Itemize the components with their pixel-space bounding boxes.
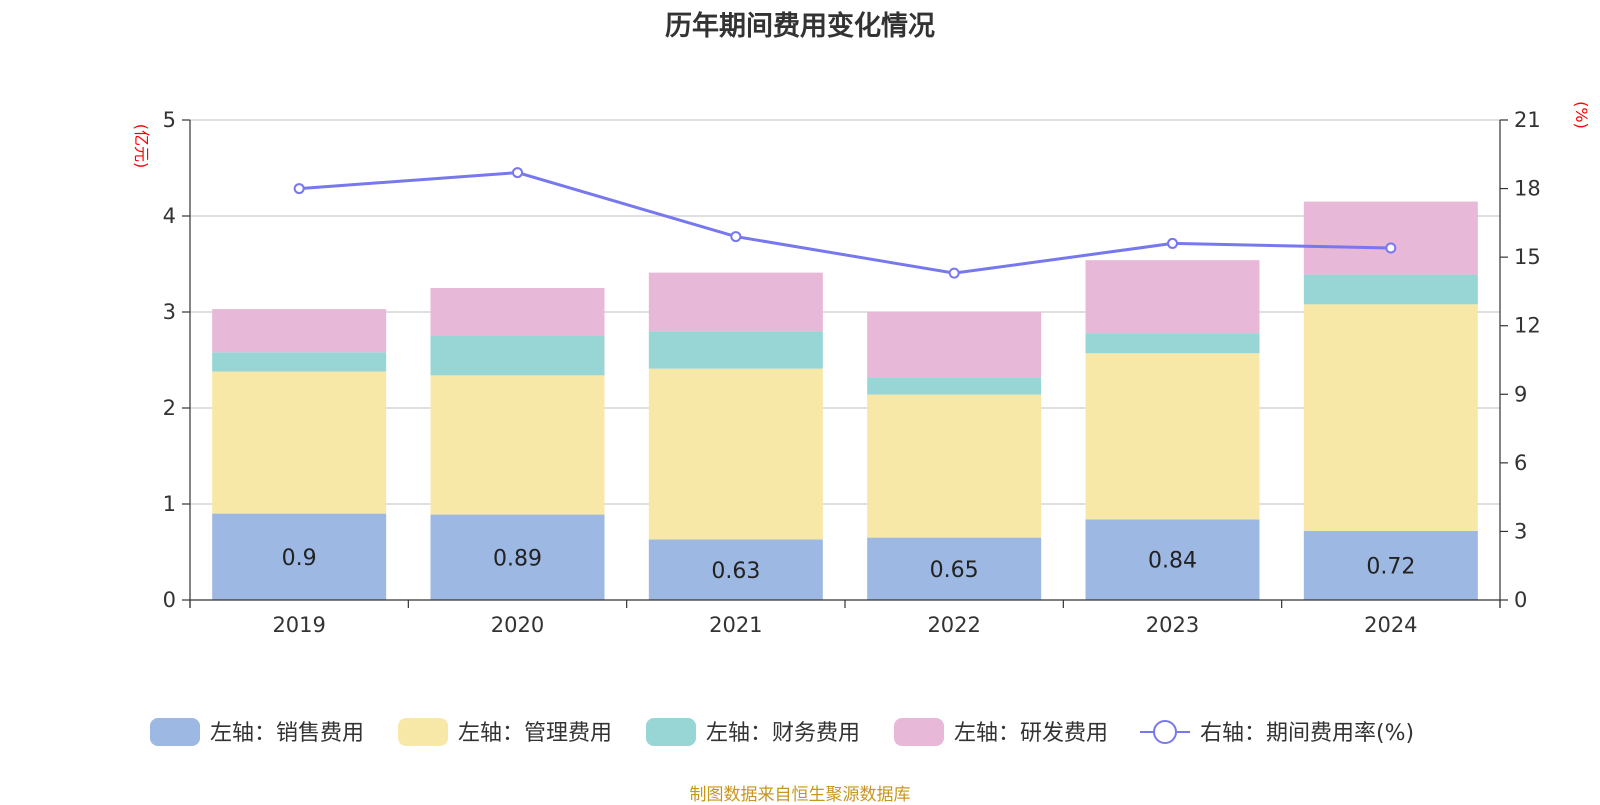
y-right-tick-label: 21 xyxy=(1514,108,1541,132)
y-right-tick-label: 0 xyxy=(1514,588,1527,612)
bar-segment xyxy=(1085,519,1260,600)
bar-segment xyxy=(212,513,387,600)
rate-line-path xyxy=(299,171,1391,275)
source-note: 制图数据来自恒生聚源数据库 xyxy=(689,785,911,805)
bar-segment xyxy=(430,375,605,515)
bar-segment xyxy=(1085,333,1260,354)
bar-segment xyxy=(1303,274,1478,305)
x-tick-label: 2022 xyxy=(927,613,980,637)
bar-segment xyxy=(212,309,387,353)
bar-segment xyxy=(212,352,387,372)
bar-segment xyxy=(867,537,1042,600)
y-right-tick-label: 12 xyxy=(1514,314,1541,338)
legend-label: 左轴：销售费用 xyxy=(210,721,364,746)
bar-segment xyxy=(867,377,1042,395)
legend-label: 左轴：研发费用 xyxy=(954,721,1108,746)
data-labels: 0.9 0.89 0.63 0.65 0.84 0.72 xyxy=(282,546,1416,584)
bar-data-label: 0.9 xyxy=(282,546,317,571)
y-left-unit: (亿元) xyxy=(132,124,151,169)
rate-line-point xyxy=(512,167,523,179)
y-left-tick-label: 3 xyxy=(163,300,176,324)
rate-line-point xyxy=(1385,242,1397,254)
rate-line-point xyxy=(293,183,305,195)
bar-data-label: 0.89 xyxy=(493,546,542,571)
y-right-unit: (%) xyxy=(1572,101,1591,129)
legend-swatch xyxy=(150,718,200,746)
y-right-tick-label: 15 xyxy=(1514,245,1541,269)
bar-segment xyxy=(648,272,823,332)
bar-data-label: 0.72 xyxy=(1366,554,1415,579)
bar-segment xyxy=(867,312,1042,378)
legend-swatch xyxy=(398,718,448,746)
bar-segment xyxy=(1303,201,1478,275)
y-left-tick-label: 0 xyxy=(163,588,176,612)
x-tick-label: 2024 xyxy=(1364,613,1417,637)
bar-segment xyxy=(430,288,605,336)
bars xyxy=(212,201,1478,600)
legend-label: 左轴：财务费用 xyxy=(706,721,860,746)
bar-data-label: 0.84 xyxy=(1148,549,1197,574)
y-left-tick-label: 5 xyxy=(163,108,176,132)
y-left-tick-label: 1 xyxy=(163,492,176,516)
legend-swatch xyxy=(894,718,944,746)
bar-segment xyxy=(430,336,605,376)
x-tick-label: 2021 xyxy=(709,613,762,637)
bar-segment xyxy=(430,514,605,600)
chart-title: 历年期间费用变化情况 xyxy=(665,11,935,42)
x-tick-label: 2019 xyxy=(272,613,325,637)
bar-segment xyxy=(212,371,387,514)
y-left-tick-label: 4 xyxy=(163,204,176,228)
legend-label: 右轴：期间费用率(%) xyxy=(1200,721,1414,746)
legend: 左轴：销售费用 左轴：管理费用 左轴：财务费用 左轴：研发费用 右轴：期间费用率(%) xyxy=(150,718,1414,746)
rate-line-point xyxy=(948,267,960,279)
y-right-tick-label: 6 xyxy=(1514,451,1527,475)
x-tick-label: 2020 xyxy=(491,613,544,637)
bar-segment xyxy=(1085,353,1260,520)
rate-line-point xyxy=(1167,237,1178,249)
legend-swatch xyxy=(646,718,696,746)
bar-segment xyxy=(648,539,823,600)
rate-line-point xyxy=(730,231,742,243)
bar-segment xyxy=(648,331,823,369)
legend-label: 左轴：管理费用 xyxy=(458,721,612,746)
y-right-tick-label: 9 xyxy=(1514,382,1527,406)
bar-data-label: 0.65 xyxy=(930,558,979,583)
bar-data-label: 0.63 xyxy=(711,559,760,584)
bar-segment xyxy=(648,368,823,540)
y-right-tick-label: 18 xyxy=(1514,177,1541,201)
x-tick-label: 2023 xyxy=(1146,613,1199,637)
bar-segment xyxy=(867,394,1042,538)
grid-lines xyxy=(190,119,1500,505)
rate-line xyxy=(293,167,1397,279)
bar-segment xyxy=(1085,260,1260,334)
y-left-tick-label: 2 xyxy=(163,396,176,420)
bar-segment xyxy=(1303,530,1478,600)
legend-circle-marker xyxy=(1153,720,1177,744)
y-right-tick-label: 3 xyxy=(1514,519,1527,543)
bar-segment xyxy=(1303,304,1478,531)
